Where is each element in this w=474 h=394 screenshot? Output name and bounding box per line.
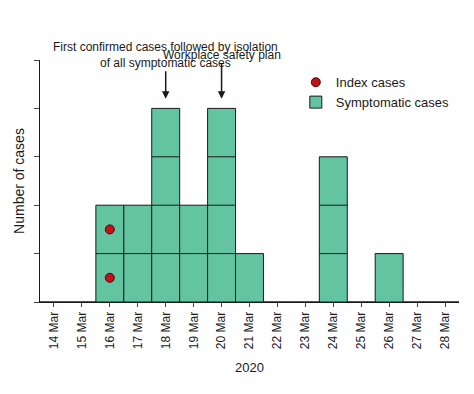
svg-text:Symptomatic cases: Symptomatic cases bbox=[336, 95, 449, 110]
svg-text:25 Mar: 25 Mar bbox=[354, 312, 368, 349]
svg-text:19 Mar: 19 Mar bbox=[187, 312, 201, 349]
svg-text:15 Mar: 15 Mar bbox=[75, 312, 89, 349]
svg-text:24 Mar: 24 Mar bbox=[326, 312, 340, 349]
svg-text:21 Mar: 21 Mar bbox=[242, 312, 256, 349]
svg-text:23 Mar: 23 Mar bbox=[298, 312, 312, 349]
svg-text:17 Mar: 17 Mar bbox=[131, 312, 145, 349]
svg-text:26 Mar: 26 Mar bbox=[382, 312, 396, 349]
svg-text:14 Mar: 14 Mar bbox=[47, 312, 61, 349]
svg-text:2020: 2020 bbox=[235, 360, 264, 375]
svg-text:22 Mar: 22 Mar bbox=[270, 312, 284, 349]
svg-text:First confirmed cases followed: First confirmed cases followed by isolat… bbox=[53, 40, 278, 70]
svg-text:28 Mar: 28 Mar bbox=[438, 312, 452, 349]
svg-text:Index cases: Index cases bbox=[336, 75, 406, 90]
svg-text:18 Mar: 18 Mar bbox=[159, 312, 173, 349]
svg-text:Workplace safety plan: Workplace safety plan bbox=[163, 48, 281, 62]
svg-text:20 Mar: 20 Mar bbox=[214, 312, 228, 349]
svg-text:16 Mar: 16 Mar bbox=[103, 312, 117, 349]
svg-text:27 Mar: 27 Mar bbox=[410, 312, 424, 349]
svg-text:Number of cases: Number of cases bbox=[11, 128, 27, 234]
